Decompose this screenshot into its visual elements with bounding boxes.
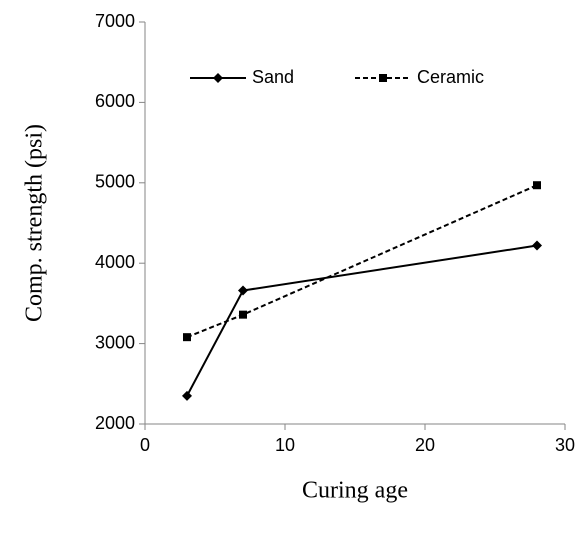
- x-tick-label: 30: [555, 435, 575, 455]
- y-tick-label: 2000: [95, 413, 135, 433]
- data-point: [182, 390, 192, 401]
- y-tick-label: 4000: [95, 252, 135, 272]
- data-point: [183, 333, 191, 342]
- y-tick-label: 5000: [95, 172, 135, 192]
- legend-label: Ceramic: [417, 67, 484, 87]
- data-point: [533, 181, 541, 190]
- x-tick-label: 20: [415, 435, 435, 455]
- x-tick-label: 0: [140, 435, 150, 455]
- y-tick-label: 3000: [95, 332, 135, 352]
- legend-marker: [379, 74, 387, 82]
- series-line: [186, 244, 538, 397]
- y-tick-label: 7000: [95, 11, 135, 31]
- data-point: [532, 240, 542, 251]
- legend-marker: [213, 73, 223, 83]
- y-axis-title: Comp. strength (psi): [22, 124, 48, 322]
- data-point: [238, 285, 248, 296]
- data-point: [239, 310, 247, 319]
- y-tick-label: 6000: [95, 91, 135, 111]
- x-axis-title: Curing age: [302, 478, 408, 504]
- legend-label: Sand: [252, 67, 294, 87]
- x-tick-label: 10: [275, 435, 295, 455]
